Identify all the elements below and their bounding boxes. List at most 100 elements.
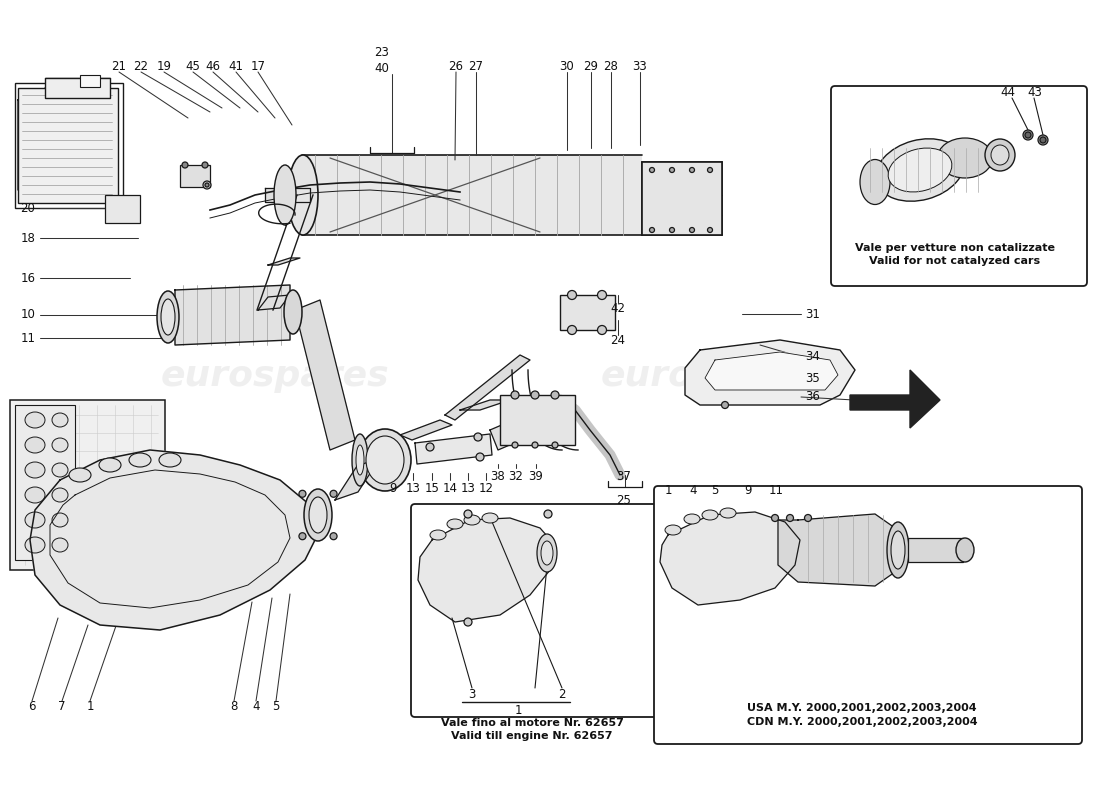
FancyBboxPatch shape <box>654 486 1082 744</box>
Polygon shape <box>336 458 380 500</box>
Ellipse shape <box>129 453 151 467</box>
Ellipse shape <box>684 514 700 524</box>
Ellipse shape <box>160 453 182 467</box>
Ellipse shape <box>157 291 179 343</box>
Circle shape <box>532 442 538 448</box>
Text: 5: 5 <box>712 483 718 497</box>
Circle shape <box>544 510 552 518</box>
Circle shape <box>464 510 472 518</box>
Text: 43: 43 <box>1027 86 1043 99</box>
Circle shape <box>204 181 211 189</box>
Text: 8: 8 <box>230 699 238 713</box>
Polygon shape <box>685 340 855 405</box>
Circle shape <box>531 391 539 399</box>
Ellipse shape <box>860 159 890 205</box>
Polygon shape <box>850 370 940 428</box>
Text: eurospares: eurospares <box>161 359 389 393</box>
Ellipse shape <box>25 537 45 553</box>
Polygon shape <box>415 434 492 464</box>
Circle shape <box>1040 137 1046 143</box>
Text: 27: 27 <box>469 61 484 74</box>
Bar <box>908 538 962 562</box>
Text: 26: 26 <box>449 61 463 74</box>
Text: 21: 21 <box>111 61 126 74</box>
Bar <box>45 78 110 98</box>
Polygon shape <box>660 512 800 605</box>
Ellipse shape <box>52 438 68 452</box>
Ellipse shape <box>359 429 411 491</box>
Text: Valid till engine Nr. 62657: Valid till engine Nr. 62657 <box>451 731 613 741</box>
Ellipse shape <box>447 519 463 529</box>
Text: 20: 20 <box>21 202 35 214</box>
Ellipse shape <box>891 531 905 569</box>
Polygon shape <box>18 88 116 200</box>
Ellipse shape <box>25 462 45 478</box>
Text: 13: 13 <box>461 482 475 494</box>
Text: 9: 9 <box>745 483 751 497</box>
Circle shape <box>1025 132 1031 138</box>
Text: 2: 2 <box>558 689 565 702</box>
Ellipse shape <box>284 290 302 334</box>
Circle shape <box>670 167 674 173</box>
Ellipse shape <box>69 468 91 482</box>
FancyBboxPatch shape <box>830 86 1087 286</box>
Circle shape <box>670 227 674 233</box>
Text: 13: 13 <box>406 482 420 494</box>
Ellipse shape <box>52 488 68 502</box>
Text: 28: 28 <box>604 61 618 74</box>
Ellipse shape <box>288 155 318 235</box>
Text: 11: 11 <box>21 331 35 345</box>
Circle shape <box>690 227 694 233</box>
Circle shape <box>330 490 337 498</box>
Text: 9: 9 <box>389 482 397 494</box>
Text: 1: 1 <box>664 483 672 497</box>
Text: Vale fino al motore Nr. 62657: Vale fino al motore Nr. 62657 <box>441 718 624 728</box>
Bar <box>18 88 118 203</box>
Text: 33: 33 <box>632 61 648 74</box>
Ellipse shape <box>274 165 296 225</box>
Bar <box>180 165 210 187</box>
Polygon shape <box>446 355 530 420</box>
Bar <box>302 155 642 235</box>
Text: 40: 40 <box>375 62 389 74</box>
Bar <box>560 295 615 330</box>
Ellipse shape <box>991 145 1009 165</box>
Circle shape <box>552 442 558 448</box>
Text: 5: 5 <box>273 699 279 713</box>
Polygon shape <box>460 400 510 410</box>
Text: 4: 4 <box>252 699 260 713</box>
Text: 7: 7 <box>58 699 66 713</box>
Text: 30: 30 <box>560 61 574 74</box>
Polygon shape <box>705 352 838 390</box>
Circle shape <box>512 391 519 399</box>
Bar <box>10 400 165 570</box>
Text: 18: 18 <box>21 231 35 245</box>
Text: 25: 25 <box>617 494 631 506</box>
Polygon shape <box>30 450 320 630</box>
Circle shape <box>330 533 337 540</box>
Ellipse shape <box>161 299 175 335</box>
Text: 24: 24 <box>610 334 626 346</box>
Ellipse shape <box>430 530 446 540</box>
Polygon shape <box>295 300 355 450</box>
Circle shape <box>786 514 793 522</box>
Text: 23: 23 <box>375 46 389 59</box>
Ellipse shape <box>537 534 557 572</box>
Text: 6: 6 <box>29 699 35 713</box>
Ellipse shape <box>52 463 68 477</box>
Polygon shape <box>175 285 290 345</box>
Text: 46: 46 <box>206 61 220 74</box>
Ellipse shape <box>25 437 45 453</box>
Text: 35: 35 <box>805 371 821 385</box>
Ellipse shape <box>25 412 45 428</box>
Bar <box>500 395 575 445</box>
Ellipse shape <box>52 513 68 527</box>
Ellipse shape <box>541 541 553 565</box>
Polygon shape <box>268 258 300 265</box>
Text: 45: 45 <box>186 61 200 74</box>
Text: 16: 16 <box>21 271 35 285</box>
Bar <box>80 75 100 87</box>
Circle shape <box>299 490 306 498</box>
Ellipse shape <box>25 487 45 503</box>
Ellipse shape <box>888 148 952 192</box>
